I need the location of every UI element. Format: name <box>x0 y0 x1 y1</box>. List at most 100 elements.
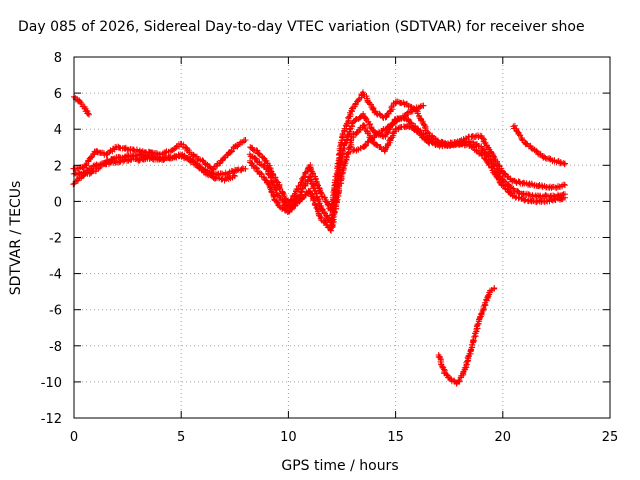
data-point <box>279 206 286 213</box>
x-tick-label: 10 <box>280 430 297 445</box>
data-point <box>420 102 427 109</box>
data-point <box>366 100 373 107</box>
series-arc-9 <box>510 122 568 168</box>
data-point <box>312 202 319 209</box>
data-point <box>436 354 443 361</box>
data-point <box>422 124 429 131</box>
y-tick-label: -4 <box>49 268 62 283</box>
data-point <box>231 173 238 180</box>
y-tick-label: 8 <box>54 51 62 66</box>
data-point <box>520 179 527 186</box>
data-point <box>199 157 206 164</box>
data-point <box>387 107 394 114</box>
data-point <box>288 205 295 212</box>
data-point <box>260 174 267 181</box>
series-arc-3 <box>70 137 249 173</box>
x-tick-label: 25 <box>602 430 619 445</box>
data-point <box>139 148 146 155</box>
data-point <box>560 181 567 188</box>
data-point <box>242 165 249 172</box>
data-point <box>85 110 92 117</box>
y-tick-label: 0 <box>54 195 62 210</box>
data-point <box>417 103 424 110</box>
data-point <box>491 285 498 292</box>
x-tick-label: 5 <box>177 430 185 445</box>
data-point <box>515 188 522 195</box>
data-point <box>470 336 477 343</box>
data-point <box>474 321 481 328</box>
data-point <box>242 137 249 144</box>
data-point <box>274 199 281 206</box>
data-point <box>509 185 516 192</box>
chart-title: Day 085 of 2026, Sidereal Day-to-day VTE… <box>18 19 585 35</box>
data-point <box>300 174 307 181</box>
data-point <box>324 201 331 208</box>
y-tick-label: 2 <box>54 159 62 174</box>
data-point <box>438 361 445 368</box>
data-point <box>255 150 262 157</box>
y-tick-label: -6 <box>49 304 62 319</box>
x-axis-label: GPS time / hours <box>281 458 398 474</box>
y-tick-label: -12 <box>41 412 62 427</box>
data-point <box>347 111 354 118</box>
data-point <box>100 160 107 167</box>
data-point <box>361 122 368 129</box>
data-point <box>533 148 540 155</box>
data-point <box>546 155 553 162</box>
y-tick-label: 6 <box>54 87 62 102</box>
data-point <box>525 191 532 198</box>
x-tick-label: 0 <box>70 430 78 445</box>
data-point <box>302 182 309 189</box>
data-point <box>339 149 346 156</box>
data-point <box>279 196 286 203</box>
data-point <box>191 152 198 159</box>
y-tick-label: -2 <box>49 232 62 247</box>
data-point <box>561 194 568 201</box>
data-point <box>294 186 301 193</box>
data-point <box>143 154 150 161</box>
y-tick-label: 4 <box>54 123 62 138</box>
data-point <box>561 182 568 189</box>
data-point <box>477 310 484 317</box>
data-point <box>407 119 414 126</box>
data-point <box>86 111 93 118</box>
data-point <box>297 191 304 198</box>
x-tick-label: 20 <box>495 430 512 445</box>
data-point <box>87 154 94 161</box>
data-point <box>456 377 463 384</box>
data-point <box>231 172 238 179</box>
data-point <box>349 148 356 155</box>
y-axis-label: SDTVAR / TECUs <box>8 181 24 296</box>
series-arc-7 <box>246 122 568 234</box>
data-point <box>153 150 160 157</box>
data-point <box>519 136 526 143</box>
data-point <box>237 166 244 173</box>
series-arc-8 <box>349 102 427 155</box>
data-point <box>345 149 352 156</box>
data-point <box>501 170 508 177</box>
data-point <box>542 192 549 199</box>
y-tick-label: -10 <box>41 376 62 391</box>
data-point <box>484 158 491 165</box>
data-point <box>511 122 518 129</box>
data-point <box>159 150 166 157</box>
series-arc-4 <box>70 151 238 184</box>
data-point <box>334 190 341 197</box>
data-point <box>97 161 104 168</box>
data-point <box>561 160 568 167</box>
plot-frame <box>73 56 611 419</box>
data-point <box>341 140 348 147</box>
data-point <box>404 109 411 116</box>
data-point <box>507 184 514 191</box>
data-point <box>473 326 480 333</box>
data-point <box>523 140 530 147</box>
x-tick-label: 15 <box>387 430 404 445</box>
data-point <box>136 157 143 164</box>
data-point <box>395 124 402 131</box>
data-point <box>443 371 450 378</box>
data-point <box>370 105 377 112</box>
data-point <box>297 189 304 196</box>
data-point <box>485 292 492 299</box>
y-tick-label: -8 <box>49 340 62 355</box>
